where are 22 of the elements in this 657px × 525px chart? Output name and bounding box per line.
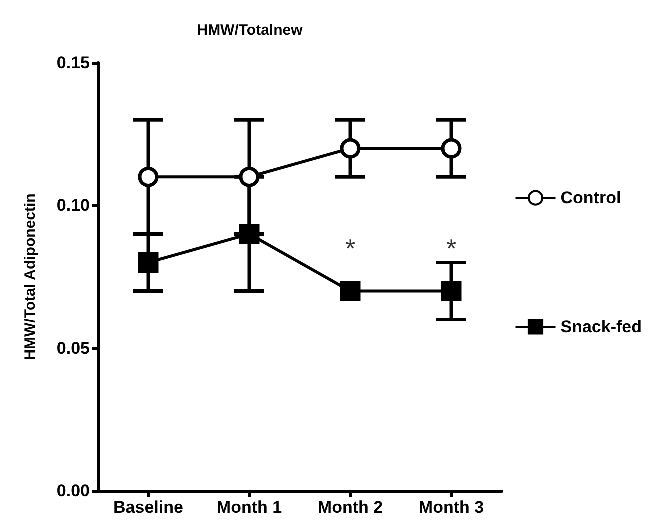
x-tick-label: Month 3 — [418, 498, 484, 517]
y-tick-label: 0.00 — [56, 482, 90, 500]
y-tick-label: 0.15 — [56, 54, 90, 72]
point — [340, 138, 361, 159]
y-tick-label: 0.10 — [56, 196, 90, 216]
point — [239, 224, 260, 244]
point — [239, 166, 260, 188]
legend-label: Control — [560, 188, 622, 208]
legend-label: Snack-fed — [560, 318, 642, 336]
point — [138, 166, 159, 188]
x-tick-label: Month 1 — [216, 498, 282, 517]
x-tick-label: Baseline — [114, 498, 184, 517]
annotation: * — [345, 233, 356, 264]
point — [441, 138, 462, 159]
y-axis-title: HMW/Total Adiponectin — [22, 194, 39, 360]
point — [441, 281, 462, 302]
chart-title: HMW/Totalnew — [197, 22, 304, 39]
point — [340, 281, 361, 302]
x-tick-label: Month 2 — [318, 498, 384, 517]
annotation: * — [446, 233, 457, 264]
point — [138, 252, 159, 273]
y-tick-label: 0.05 — [56, 338, 90, 358]
